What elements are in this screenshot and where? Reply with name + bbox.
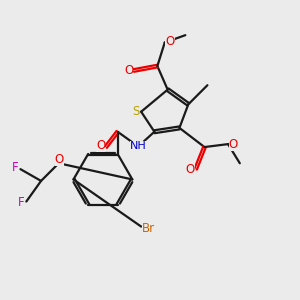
Text: F: F [12, 161, 19, 174]
Text: O: O [186, 163, 195, 176]
Text: O: O [96, 139, 105, 152]
Text: NH: NH [130, 142, 147, 152]
Text: O: O [124, 64, 133, 77]
Text: S: S [132, 105, 140, 118]
Text: O: O [55, 153, 64, 166]
Text: Br: Br [142, 222, 155, 236]
Text: O: O [165, 34, 175, 48]
Text: F: F [18, 196, 24, 209]
Text: O: O [229, 138, 238, 151]
